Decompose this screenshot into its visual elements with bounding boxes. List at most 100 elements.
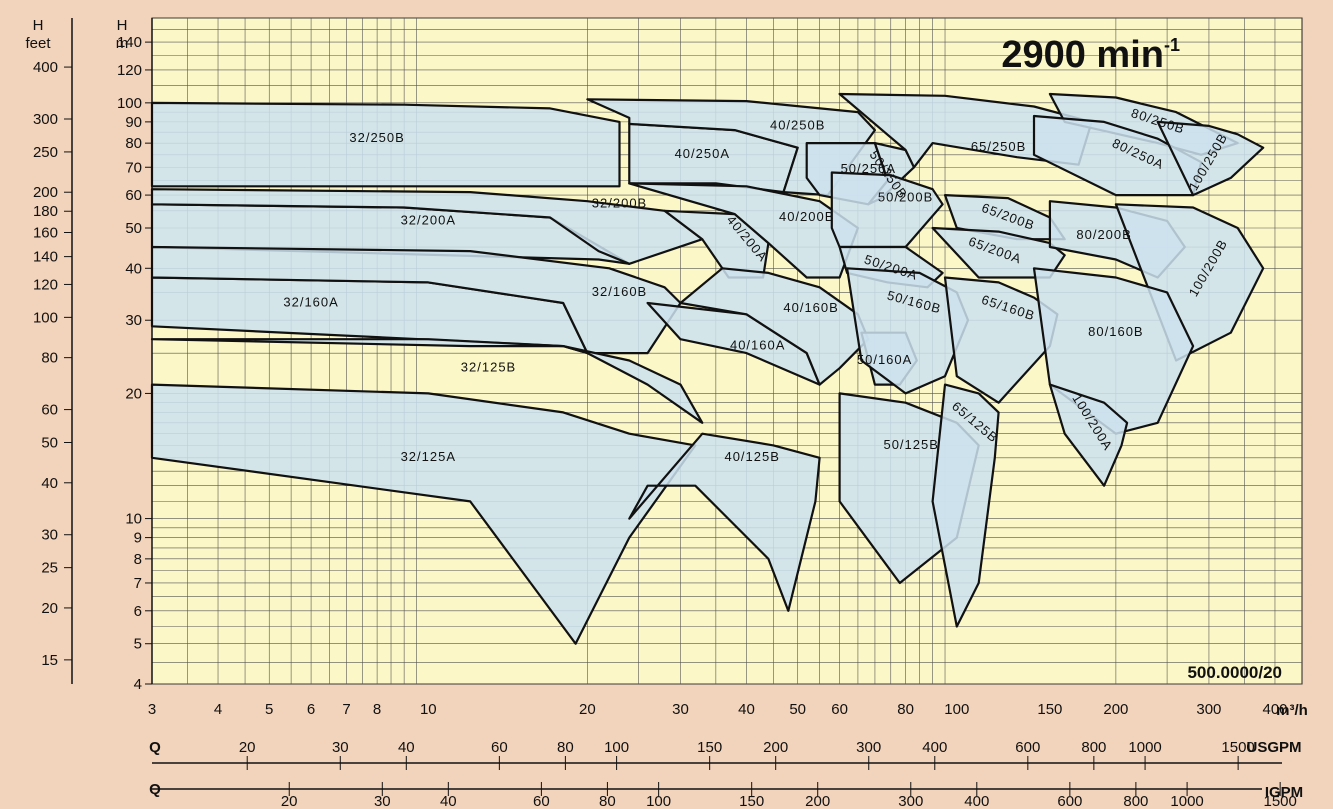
y-m-tick-label: 40: [125, 260, 142, 277]
q-usgpm-tick-label: 40: [398, 739, 415, 756]
zone-40-125B: [628, 432, 821, 612]
y-feet-tick-label: 80: [41, 350, 58, 367]
y-feet-tick-label: 180: [33, 203, 58, 220]
y-axis-m-unit: m: [116, 35, 129, 52]
zone-label: 50/200B: [878, 190, 933, 205]
q-usgpm-tick-label: 1500: [1221, 739, 1254, 756]
speed-title: 2900 min-1: [1001, 34, 1180, 76]
x-tick-label: 150: [1037, 701, 1062, 718]
q-usgpm-tick-label: 1000: [1128, 739, 1161, 756]
q-usgpm-tick-label: 150: [697, 739, 722, 756]
x-tick-label: 300: [1196, 701, 1221, 718]
zone-label: 32/125B: [461, 360, 516, 375]
q-usgpm-tick-label: 60: [491, 739, 508, 756]
zone-40-160B: [679, 267, 870, 386]
q-usgpm-tick-label: 400: [922, 739, 947, 756]
zone-40-250B: [586, 98, 877, 197]
x-tick-label: 20: [579, 701, 596, 718]
y-feet-tick-label: 15: [41, 652, 58, 669]
zone-label: 50/160A: [857, 352, 912, 367]
q-igpm-tick-label: 30: [374, 793, 391, 809]
speed-exponent: -1: [1164, 35, 1180, 55]
x-tick-label: 30: [672, 701, 689, 718]
zone-65-125B: [931, 383, 1000, 628]
zone-label: 40/250B: [770, 117, 825, 132]
zone-label: 32/200A: [401, 212, 456, 227]
y-feet-tick-label: 60: [41, 402, 58, 419]
zone-50-200B: [830, 171, 944, 249]
y-feet-tick-label: 50: [41, 435, 58, 452]
q-igpm-tick-label: 150: [739, 793, 764, 809]
q-igpm-tick-label: 1000: [1170, 793, 1203, 809]
x-tick-label: 7: [342, 701, 350, 718]
y-axis-feet-label: H: [33, 17, 44, 34]
zone-label: 65/250B: [971, 139, 1026, 154]
q-igpm-tick-label: 60: [533, 793, 550, 809]
x-tick-label: 40: [738, 701, 755, 718]
reference-code: 500.0000/20: [1187, 663, 1282, 682]
zone-label: 80/200B: [1076, 227, 1131, 242]
q-igpm-tick-label: 1500: [1264, 793, 1297, 809]
y-m-tick-label: 10: [125, 511, 142, 528]
x-tick-label: 400: [1262, 701, 1287, 718]
y-m-tick-label: 70: [125, 159, 142, 176]
q-usgpm-tick-label: 300: [856, 739, 881, 756]
zone-label: 32/160A: [283, 294, 338, 309]
q-usgpm-tick-label: 20: [239, 739, 256, 756]
zone-32-125A: [150, 383, 697, 645]
y-axis-m-label: H: [117, 17, 128, 34]
q-usgpm-tick-label: 100: [604, 739, 629, 756]
zone-label: 40/250A: [675, 146, 730, 161]
x-tick-label: 6: [307, 701, 315, 718]
x-tick-label: 80: [897, 701, 914, 718]
y-feet-tick-label: 120: [33, 276, 58, 293]
y-m-tick-label: 4: [134, 676, 142, 693]
q-igpm-tick-label: 100: [646, 793, 671, 809]
y-feet-tick-label: 140: [33, 249, 58, 266]
q-igpm-tick-label: 80: [599, 793, 616, 809]
zone-32-250B: [150, 101, 621, 188]
y-m-tick-label: 20: [125, 385, 142, 402]
y-feet-tick-label: 200: [33, 184, 58, 201]
y-feet-tick-label: 400: [33, 59, 58, 76]
q-usgpm-label: Q: [149, 739, 161, 756]
y-m-tick-label: 80: [125, 135, 142, 152]
zone-label: 40/160A: [730, 338, 785, 353]
x-tick-label: 200: [1103, 701, 1128, 718]
x-axis-unit: m³/h: [1276, 702, 1308, 719]
zone-label: 40/200B: [779, 209, 834, 224]
q-igpm-tick-label: 300: [898, 793, 923, 809]
zone-label: 40/160B: [783, 300, 838, 315]
x-tick-label: 5: [265, 701, 273, 718]
x-tick-label: 4: [214, 701, 222, 718]
q-usgpm-tick-label: 30: [332, 739, 349, 756]
y-feet-tick-label: 100: [33, 309, 58, 326]
zone-100-200A: [1048, 383, 1129, 487]
ticks: 3 4 5 6 7 8 10 20 30 40 50 60 80 100 150 200 300 40045678…: [33, 34, 1297, 809]
y-m-tick-label: 50: [125, 220, 142, 237]
x-tick-label: 10: [420, 701, 437, 718]
zone-label: 40/125B: [724, 449, 779, 464]
zone-65-200A: [931, 226, 1066, 279]
y-m-tick-label: 5: [134, 636, 142, 653]
zone-32-125B: [150, 338, 704, 424]
x-tick-label: 100: [944, 701, 969, 718]
q-usgpm-tick-label: 200: [763, 739, 788, 756]
q-igpm-unit: IGPM: [1265, 784, 1303, 801]
speed-value: 2900 min: [1001, 34, 1164, 76]
y-axis-feet-unit: feet: [25, 35, 51, 52]
q-igpm-tick-label: 600: [1057, 793, 1082, 809]
q-igpm-tick-label: 800: [1123, 793, 1148, 809]
zone-label: 32/200B: [592, 196, 647, 211]
zone-label: 50/250A: [841, 161, 896, 176]
zone-32-160B: [150, 245, 682, 355]
x-tick-label: 50: [789, 701, 806, 718]
y-feet-tick-label: 160: [33, 225, 58, 242]
y-m-tick-label: 60: [125, 187, 142, 204]
zones: [150, 92, 1265, 645]
zone-40-200B: [628, 182, 860, 279]
x-tick-label: 60: [831, 701, 848, 718]
q-usgpm-tick-label: 800: [1081, 739, 1106, 756]
x-tick-label: 3: [148, 701, 156, 718]
